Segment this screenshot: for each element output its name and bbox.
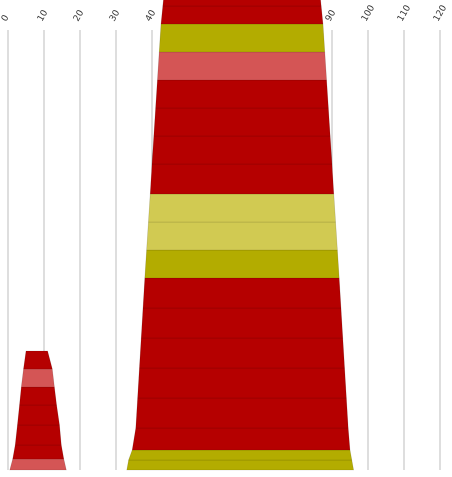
large-stack-segment-14 bbox=[155, 79, 329, 109]
small-stack-segment-4 bbox=[19, 386, 57, 406]
large-stack-segment-9 bbox=[146, 221, 338, 251]
tick-label-110: 110 bbox=[396, 3, 413, 23]
tick-label-40: 40 bbox=[144, 8, 159, 23]
large-stack-segment-10 bbox=[148, 193, 336, 223]
large-stack-segment-1 bbox=[128, 449, 353, 461]
large-stack-segment-13 bbox=[153, 107, 331, 137]
large-stack-segment-11 bbox=[149, 163, 335, 195]
large-stack-segment-6 bbox=[140, 307, 344, 339]
tick-label-0: 0 bbox=[0, 13, 12, 23]
large-stack-segment-2 bbox=[131, 427, 351, 451]
large-stack-segment-5 bbox=[139, 337, 345, 369]
small-stack bbox=[9, 350, 67, 471]
tick-label-30: 30 bbox=[108, 8, 123, 23]
large-stack-segment-16 bbox=[158, 23, 326, 53]
large-stack-segment-4 bbox=[137, 367, 347, 399]
tick-label-20: 20 bbox=[72, 8, 87, 23]
chart-shapes bbox=[9, 0, 354, 471]
tick-label-10: 10 bbox=[36, 8, 51, 23]
large-stack bbox=[126, 0, 354, 471]
tick-label-120: 120 bbox=[432, 3, 449, 23]
large-stack-segment-17 bbox=[160, 5, 324, 25]
large-stack-segment-7 bbox=[142, 277, 342, 309]
small-stack-segment-5 bbox=[20, 368, 55, 388]
small-stack-segment-2 bbox=[14, 424, 62, 446]
tick-label-100: 100 bbox=[360, 3, 377, 23]
large-stack-segment-8 bbox=[144, 249, 340, 279]
small-stack-segment-3 bbox=[17, 404, 60, 426]
small-stack-segment-6 bbox=[23, 350, 53, 370]
large-stack-segment-12 bbox=[151, 135, 333, 165]
large-stack-segment-3 bbox=[135, 397, 349, 429]
large-stack-segment-0 bbox=[126, 459, 354, 471]
small-stack-segment-1 bbox=[12, 444, 65, 460]
small-stack-segment-0 bbox=[9, 458, 67, 471]
large-stack-segment-15 bbox=[157, 51, 327, 81]
large-stack-segment-18 bbox=[162, 0, 322, 7]
tick-label-90: 90 bbox=[324, 8, 339, 23]
